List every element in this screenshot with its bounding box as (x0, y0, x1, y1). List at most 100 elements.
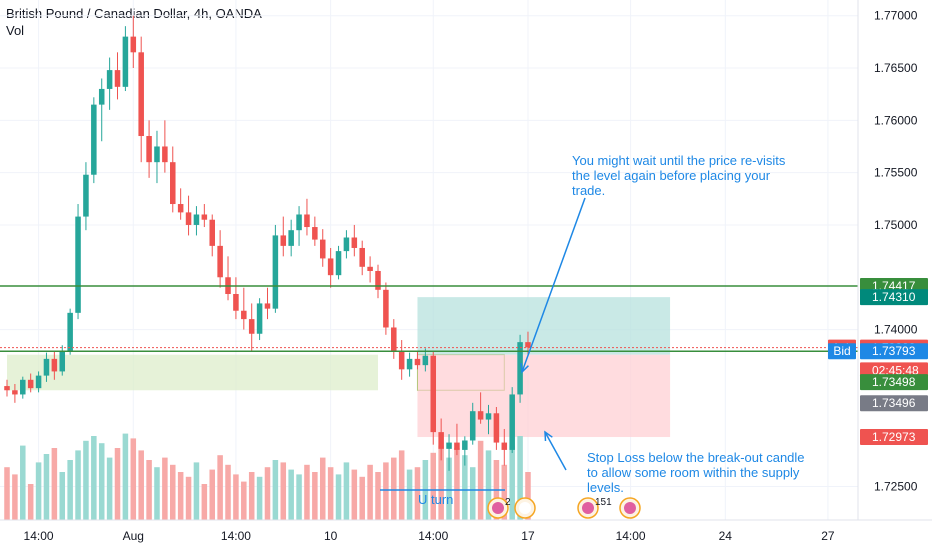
annotation-line: levels. (587, 480, 624, 495)
time-tick-label: 14:00 (616, 529, 646, 543)
volume-indicator-label[interactable]: Vol (6, 23, 25, 38)
flag-icon (624, 502, 636, 514)
candle-body (438, 432, 444, 449)
gbp-event: 2 (487, 497, 511, 519)
candle-body (367, 266, 373, 271)
volume-bar (75, 450, 81, 520)
volume-bar (114, 448, 121, 520)
event-count: 151 (595, 497, 612, 508)
price-tag-text: 1.73793 (872, 344, 916, 358)
volume-bar (501, 464, 508, 520)
candle (256, 298, 263, 341)
candle-body (59, 350, 66, 372)
volume-bar (170, 464, 176, 520)
candle-body (106, 70, 113, 89)
candle (335, 245, 342, 280)
candle-body (35, 375, 42, 389)
candle (27, 373, 34, 393)
annotation-line: You might wait until the price re-visits (572, 153, 786, 168)
time-tick-label: 27 (821, 529, 835, 543)
candle (327, 247, 334, 288)
candle-body (501, 442, 508, 450)
candle-body (20, 379, 26, 395)
time-tick-label: 14:00 (24, 529, 54, 543)
grid (0, 0, 858, 520)
candle-body (383, 289, 389, 328)
candle (201, 204, 208, 228)
tag-bid: 1.73793 Bid (828, 343, 928, 360)
candle-body (477, 411, 484, 420)
candle (67, 308, 73, 355)
candle-body (312, 227, 318, 240)
candle (83, 162, 89, 231)
candle-body (525, 342, 531, 348)
candle-body (335, 251, 342, 276)
event-count: 2 (505, 497, 511, 508)
symbol-title[interactable]: British Pound / Canadian Dollar, 4h, OAN… (6, 6, 262, 21)
volume-bar (241, 481, 247, 520)
volume-bar (83, 440, 89, 520)
price-tag-box (860, 289, 928, 306)
tag-174310: 1.74310 (860, 289, 928, 306)
candle-body (170, 162, 176, 205)
volume-bar (335, 474, 342, 520)
candle-body (138, 52, 144, 137)
volume-bar (280, 462, 287, 520)
volume-bar (264, 467, 271, 520)
candle (367, 256, 373, 283)
candle (272, 224, 279, 313)
annotation-arrow-head (520, 362, 529, 374)
volume-bar (217, 455, 223, 520)
candle-body (98, 88, 105, 105)
chart-header: British Pound / Canadian Dollar, 4h, OAN… (6, 6, 262, 38)
volume-bar (327, 467, 334, 520)
volume-bar (138, 450, 144, 520)
volume-bar (296, 474, 302, 520)
annotation-line: Stop Loss below the break-out candle (587, 450, 805, 465)
candle (170, 146, 176, 213)
volume-bar (288, 469, 294, 520)
volume-bar (233, 474, 239, 520)
candle-body (351, 237, 358, 248)
volume-bar (209, 469, 215, 520)
candle-body (319, 239, 326, 259)
candle-body (398, 350, 405, 370)
volume-bar (391, 457, 397, 520)
candle-body (446, 442, 452, 449)
candle (138, 36, 144, 163)
candle (12, 383, 18, 403)
volume-bar (20, 445, 26, 520)
candle (106, 57, 113, 110)
volume-bar (51, 448, 58, 520)
candle (288, 219, 294, 257)
volume-bar (201, 484, 208, 520)
price-tag-label: Bid (833, 344, 850, 358)
candle (264, 287, 271, 320)
volume-bar (454, 448, 460, 520)
candle-body (91, 104, 97, 175)
candle-body (272, 235, 279, 309)
flag-icon (582, 502, 594, 514)
volume-bar (414, 467, 421, 520)
volume-bar (12, 474, 18, 520)
volume-bar (462, 455, 468, 520)
candle (91, 97, 97, 184)
volume-bar (517, 436, 523, 520)
zones (7, 297, 671, 438)
candle-body (130, 36, 137, 53)
target-zone (417, 297, 671, 355)
price-tick-label: 1.76000 (874, 113, 918, 127)
volume-bar (375, 472, 381, 520)
candle (319, 229, 326, 267)
volume-bar (477, 440, 484, 520)
price-tick-label: 1.76500 (874, 61, 918, 75)
candle (98, 78, 105, 142)
note-uturn: U turn (418, 492, 453, 507)
volume-bar (256, 476, 263, 520)
candle-body (296, 214, 302, 231)
horizontal-levels (0, 285, 858, 352)
tag-173496: 1.73496 (860, 395, 928, 412)
candle (280, 216, 287, 257)
supply-zone (7, 354, 378, 391)
